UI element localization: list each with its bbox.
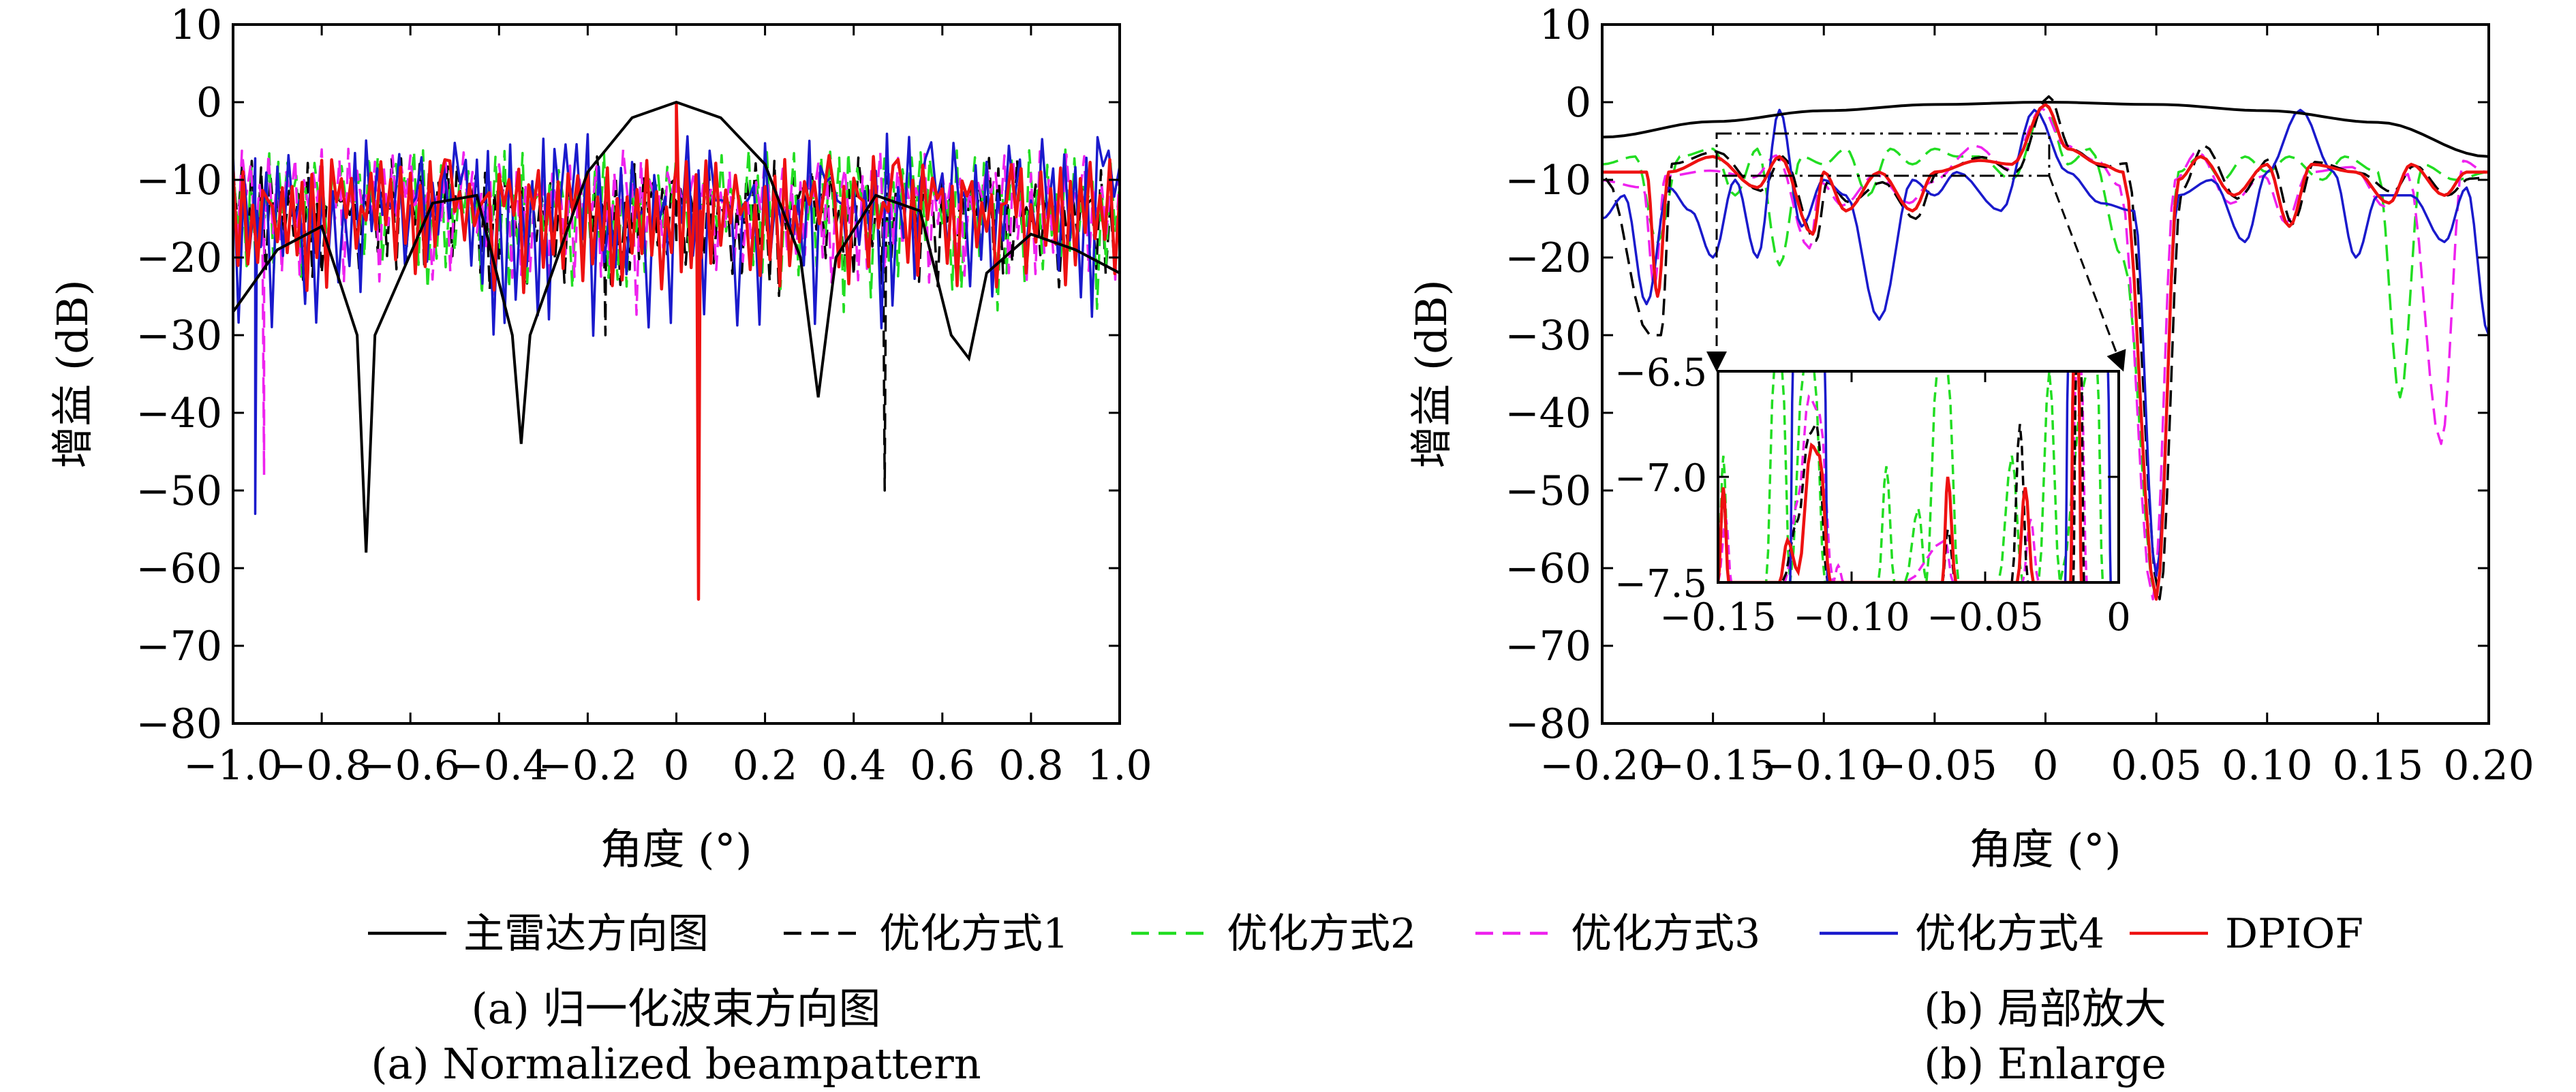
inset-x-tick-label: −0.10 (1793, 595, 1910, 640)
panel-b-y-tick-label: −80 (1505, 700, 1591, 748)
panel-b-series-opt2-line (1602, 103, 2489, 601)
panel-b-series-dpiof-line (1602, 103, 2489, 601)
panel-a-series-group (233, 100, 1120, 601)
legend-label-2: 优化方式1 (879, 910, 1069, 958)
panel-b-x-tick-label: −0.10 (1761, 742, 1886, 790)
panel-a-y-tick-label: −70 (136, 623, 222, 670)
legend-label-1: 主雷达方向图 (463, 910, 709, 958)
panel-a-y-tick-label: −60 (136, 545, 222, 593)
panel-a-x-label: 角度 (°) (600, 824, 752, 874)
panel-b-x-label: 角度 (°) (1969, 824, 2121, 874)
caption-a-en: (a) Normalized beampattern (371, 1039, 981, 1089)
panel-a-series-main-line (233, 100, 1120, 553)
panel-b-y-tick-label: −60 (1505, 545, 1591, 593)
panel-a-x-tick-label: 0.4 (821, 742, 886, 790)
panel-a-y-tick-label: −10 (136, 157, 222, 204)
caption-a-cn: (a) 归一化波束方向图 (471, 984, 880, 1033)
panel-a-y-tick-label: −30 (136, 312, 222, 360)
legend-label-3: 优化方式2 (1227, 910, 1416, 958)
panel-a-x-tick-label: −0.8 (272, 742, 371, 790)
inset-x-tick-label: −0.15 (1659, 595, 1777, 640)
panel-b-y-tick-label: 0 (1565, 79, 1591, 127)
inset-plot: −0.15 −0.10 −0.05 0 −6.5 −7.0 −7.5 (1614, 351, 2131, 640)
panel-b-y-label: 增益 (dB) (1407, 279, 1456, 468)
inset-y-tick-label: −7.0 (1614, 456, 1707, 501)
inset-series-group (1718, 371, 2112, 582)
panel-a-x-tick-label: 0.8 (998, 742, 1063, 790)
panel-b-x-tick-label: 0.15 (2333, 742, 2424, 790)
zoom-region-box (1715, 132, 2051, 177)
inset-x-tick-label: 0 (2106, 595, 2131, 640)
inset-y-tick-label: −6.5 (1614, 351, 1707, 395)
panel-a-y-tick-label: −20 (136, 234, 222, 282)
panel-b-x-tick-label: −0.20 (1539, 742, 1665, 790)
panel-b-y-tick-label: −40 (1505, 390, 1591, 437)
legend-label-4: 优化方式3 (1571, 910, 1760, 958)
panel-a-plot: −1.0−0.8−0.6−0.4−0.2 0 0.2 0.4 0.6 0.8 1.0 10 0 −… (48, 1, 1152, 874)
panel-b-y-tick-label: −20 (1505, 234, 1591, 282)
panel-b-series-opt1-line (1604, 95, 2489, 601)
panel-b-y-tick-label: −30 (1505, 312, 1591, 360)
panel-b-x-tick-label: 0.05 (2111, 742, 2202, 790)
panel-a-x-tick-label: −0.2 (538, 742, 638, 790)
panel-a-y-tick-label: −80 (136, 700, 222, 748)
panel-a-ticks: −1.0−0.8−0.6−0.4−0.2 0 0.2 0.4 0.6 0.8 1.0 10 0 −… (136, 1, 1152, 790)
inset-x-tick-label: −0.05 (1927, 595, 2044, 640)
inset-ticks: −0.15 −0.10 −0.05 0 −6.5 −7.0 −7.5 (1614, 351, 2131, 640)
caption-b-cn: (b) 局部放大 (1924, 984, 2166, 1033)
inset-series-opt2-line (1718, 371, 2104, 582)
panel-b-x-tick-label: −0.05 (1872, 742, 1997, 790)
panel-a-x-tick-label: 0.6 (910, 742, 975, 790)
panel-b-plot: −0.20−0.15−0.10−0.05 0 0.05 0.10 0.15 0.20100… (1407, 1, 2534, 874)
panel-a-x-tick-label: 1.0 (1087, 742, 1152, 790)
panel-b-y-tick-label: 10 (1539, 1, 1591, 49)
panel-a-x-tick-label: −1.0 (183, 742, 283, 790)
panel-b-y-tick-label: −50 (1505, 467, 1591, 515)
panel-a-series-dpiof-line (233, 103, 1120, 601)
caption-b-en: (b) Enlarge (1924, 1039, 2166, 1089)
panel-b-x-tick-label: −0.15 (1651, 742, 1776, 790)
panel-a-x-tick-label: 0.2 (733, 742, 797, 790)
panel-b-x-tick-label: 0.20 (2443, 742, 2534, 790)
panel-b-x-tick-label: 0 (2032, 742, 2058, 790)
panel-a-x-tick-label: 0 (663, 742, 689, 790)
panel-a-x-tick-label: −0.6 (361, 742, 460, 790)
legend-label-6: DPIOF (2225, 910, 2363, 958)
panel-a-y-tick-label: −50 (136, 467, 222, 515)
inset-series-opt1-line (1718, 371, 2085, 582)
inset-y-tick-label: −7.5 (1614, 562, 1707, 606)
legend-label-5: 优化方式4 (1915, 910, 2104, 958)
panel-a-y-label: 增益 (dB) (48, 279, 97, 468)
panel-b-x-tick-label: 0.10 (2222, 742, 2313, 790)
panel-a-y-tick-label: 0 (196, 79, 222, 127)
panel-b-ticks: −0.20−0.15−0.10−0.05 0 0.05 0.10 0.15 0.20100… (1505, 1, 2534, 790)
panel-a-y-tick-label: 10 (170, 1, 222, 49)
panel-b-series-main-line (1602, 100, 2489, 158)
panel-b-y-tick-label: −70 (1505, 623, 1591, 670)
panel-a-y-tick-label: −40 (136, 390, 222, 437)
legend: 主雷达方向图 优化方式1 优化方式2 优化方式3 优化方式4 DPIOF (368, 910, 2363, 958)
panel-b-y-tick-label: −10 (1505, 157, 1591, 204)
panel-a-x-tick-label: −0.4 (449, 742, 549, 790)
